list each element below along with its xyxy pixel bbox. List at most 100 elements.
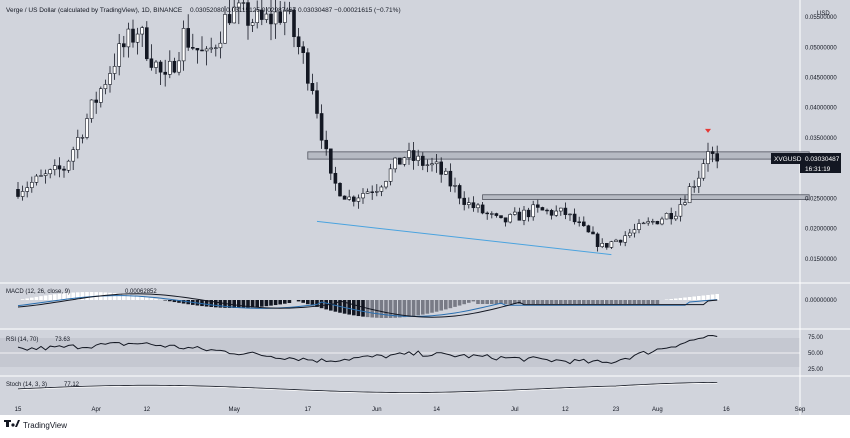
macd-bar [25, 298, 29, 300]
macd-bar [269, 300, 273, 306]
resistance-zone[interactable] [308, 152, 809, 159]
macd-bar [587, 300, 591, 304]
candle-body [550, 210, 553, 215]
candle-body [582, 222, 585, 226]
candle-body [541, 207, 544, 210]
candle-body [30, 182, 33, 187]
macd-bar [591, 300, 595, 304]
candle-body [63, 169, 66, 170]
candle-body [417, 156, 420, 160]
macd-bar [508, 300, 512, 304]
candle-body [270, 14, 273, 24]
candle-body [86, 119, 89, 138]
candle-body [651, 221, 654, 222]
date-tick-label: Sep [795, 407, 806, 413]
macd-bar [403, 300, 407, 317]
macd-bar [407, 300, 411, 317]
macd-bar [619, 300, 623, 304]
candle-body [486, 213, 489, 214]
candle-body [145, 28, 148, 59]
candle-body [228, 14, 231, 23]
candle-body [58, 166, 61, 169]
candle-body [251, 23, 254, 26]
macd-bar [265, 300, 269, 306]
price-pane-background [0, 0, 800, 283]
macd-bar [623, 300, 627, 304]
candle-body [201, 50, 204, 51]
macd-bar [44, 295, 48, 300]
candle-body [210, 48, 213, 49]
price-tick-label: 0.04000000 [805, 106, 837, 112]
macd-bar [357, 300, 361, 316]
macd-bar [35, 297, 39, 300]
candle-body [375, 191, 378, 192]
macd-bar [462, 300, 466, 304]
candle-body [72, 150, 75, 161]
rsi-axis-50: 50.00 [808, 351, 824, 357]
macd-bar [476, 300, 480, 304]
candle-body [665, 213, 668, 219]
candle-body [104, 84, 107, 88]
macd-bar [85, 292, 89, 300]
macd-bar [150, 298, 154, 300]
date-tick-label: 15 [15, 407, 22, 413]
candle-body [26, 188, 29, 192]
candle-body [362, 193, 365, 198]
footer-brand[interactable]: TradingView [23, 421, 67, 430]
macd-bar [329, 300, 333, 311]
candle-body [707, 152, 710, 164]
candle-body [615, 240, 618, 242]
candle-body [297, 37, 300, 47]
price-tick-label: 0.05000000 [805, 45, 837, 51]
rsi-axis-25: 25.00 [808, 367, 824, 373]
candle-body [601, 243, 604, 246]
candle-body [472, 203, 475, 208]
macd-bar [242, 300, 246, 308]
candle-body [224, 14, 227, 43]
date-tick-label: 14 [433, 407, 440, 413]
macd-bar [646, 300, 650, 304]
candle-body [325, 140, 328, 149]
candle-body [702, 164, 705, 178]
candle-body [380, 187, 383, 191]
candle-body [67, 161, 70, 170]
macd-bar [53, 294, 57, 300]
macd-bar [301, 300, 305, 303]
candle-body [219, 43, 222, 48]
candle-body [109, 74, 112, 85]
support-zone[interactable] [483, 195, 810, 200]
macd-bar [297, 300, 301, 301]
macd-bar [467, 300, 471, 303]
candle-body [518, 212, 521, 220]
candle-body [477, 205, 480, 208]
macd-bar [674, 299, 678, 301]
macd-bar [361, 300, 365, 317]
macd-bar [605, 300, 609, 304]
candle-body [523, 210, 526, 220]
candle-body [394, 158, 397, 169]
candle-body [458, 185, 461, 198]
candle-body [329, 149, 332, 173]
bar-countdown: 16:31:19 [805, 166, 831, 173]
candle-body [610, 242, 613, 248]
candle-body [155, 62, 158, 67]
stoch-pane-background [0, 376, 800, 401]
macd-bar [260, 300, 264, 307]
candle-body [463, 198, 466, 204]
macd-bar [421, 300, 425, 315]
candle-body [716, 154, 719, 161]
macd-bar [669, 299, 673, 300]
candle-body [343, 196, 346, 199]
macd-bar [706, 295, 710, 300]
macd-bar [90, 292, 94, 300]
macd-bar [458, 300, 462, 306]
macd-bar [522, 300, 526, 304]
macd-bar [439, 300, 443, 311]
candle-body [132, 29, 135, 42]
symbol-title: Verge / US Dollar (calculated by Trading… [6, 7, 183, 14]
candle-body [265, 14, 268, 20]
macd-bar [564, 300, 568, 304]
macd-bar [545, 300, 549, 304]
candle-body [587, 226, 590, 232]
